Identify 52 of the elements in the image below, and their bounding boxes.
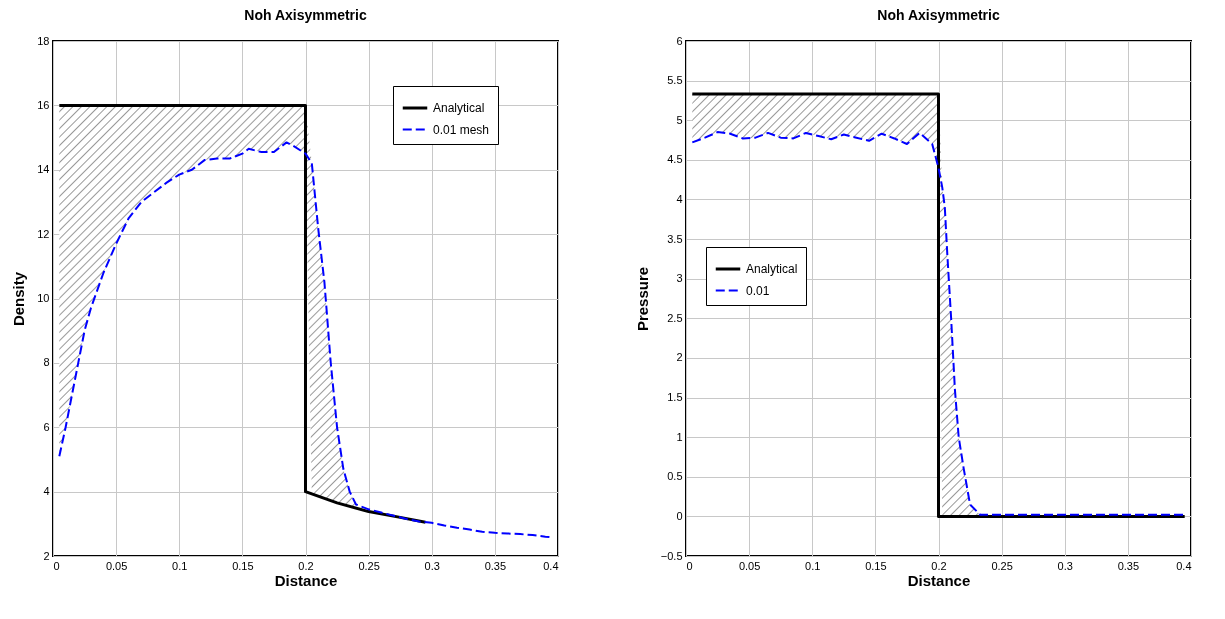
y-tick-label: 6 (676, 34, 683, 47)
y-tick-label: 3 (676, 272, 683, 285)
line-series (57, 103, 427, 524)
y-tick-label: 5 (676, 113, 683, 126)
x-tick-label: 0.2 (298, 559, 314, 572)
y-tick-label: 4 (43, 485, 50, 498)
x-tick-label: 0.05 (105, 559, 128, 572)
y-tick-label: 0.5 (667, 470, 683, 483)
x-tick-label: 0.3 (424, 559, 440, 572)
y-tick-label: 12 (37, 227, 50, 240)
x-tick-label: 0.4 (543, 559, 559, 572)
y-tick-label: 18 (37, 34, 50, 47)
x-tick-label: 0.4 (1176, 559, 1192, 572)
chart-title: Noh Axisymmetric (877, 7, 1000, 23)
y-axis-title: Pressure (633, 266, 651, 332)
legend-label: 0.01 mesh (433, 122, 490, 137)
y-tick-label: 14 (37, 163, 50, 176)
y-tick-label: 2 (43, 549, 50, 562)
y-tick-label: 1 (676, 430, 683, 443)
y-tick-label: 16 (37, 98, 50, 111)
y-tick-label: 1.5 (667, 391, 683, 404)
chart-title: Noh Axisymmetric (244, 7, 367, 23)
x-tick-label: 0.2 (931, 559, 947, 572)
legend-label: Analytical (746, 262, 798, 276)
y-tick-label: 4.5 (667, 153, 683, 166)
x-tick-label: 0.05 (738, 559, 761, 572)
y-tick-label: 5.5 (667, 74, 683, 87)
y-tick-label: 6 (43, 420, 50, 433)
x-tick-label: 0.25 (991, 559, 1013, 572)
y-tick-label: 4 (676, 192, 683, 205)
x-tick-label: 0.25 (358, 559, 380, 572)
y-tick-label: 2.5 (667, 311, 683, 324)
y-tick-label: 0 (676, 509, 683, 522)
y-tick-label: 8 (43, 356, 50, 369)
legend-label: Analytical (433, 101, 485, 115)
x-axis-title: Distance (274, 571, 338, 589)
x-tick-label: 0.3 (1057, 559, 1073, 572)
x-tick-label: 0.15 (232, 559, 254, 572)
y-tick-label: −0.5 (660, 549, 683, 562)
x-tick-label: 0.35 (484, 559, 507, 572)
x-tick-label: 0.1 (805, 559, 821, 572)
x-tick-label: 0 (686, 559, 693, 572)
legend-label: 0.01 (746, 283, 770, 298)
x-tick-label: 0 (53, 559, 60, 572)
y-axis-title: Density (10, 271, 28, 327)
y-tick-label: 10 (37, 292, 50, 304)
y-tick-label: 3.5 (667, 232, 683, 245)
x-tick-label: 0.1 (172, 559, 188, 572)
x-tick-label: 0.15 (865, 559, 887, 572)
y-tick-label: 2 (676, 351, 683, 364)
x-tick-label: 0.35 (1117, 559, 1140, 572)
x-axis-title: Distance (907, 571, 971, 589)
